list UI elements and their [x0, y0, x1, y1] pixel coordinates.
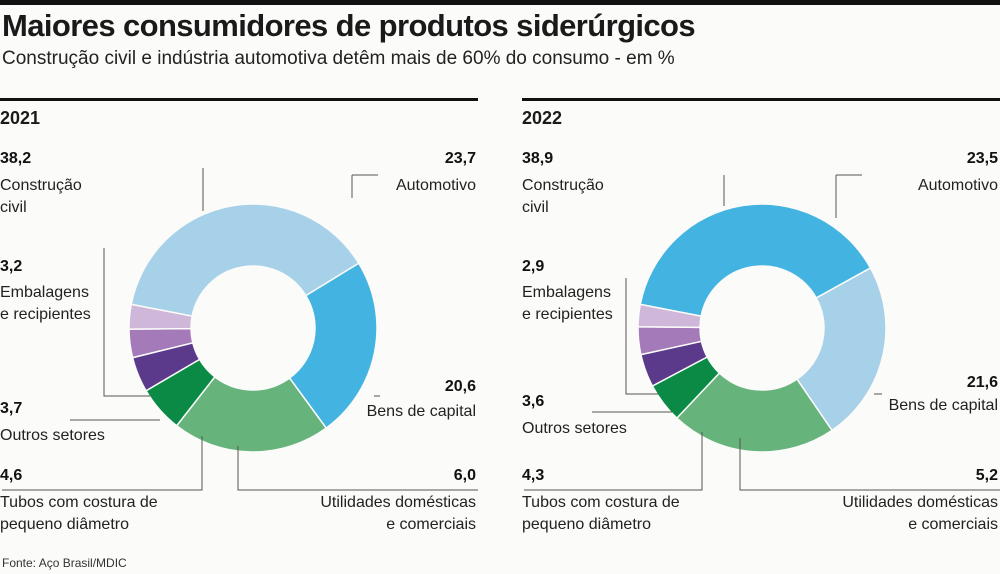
leader-line: [625, 278, 658, 395]
leader-line: [2, 436, 203, 491]
value-bens: 21,6: [966, 374, 998, 391]
panel-2022: 2022 38,9 Construção civil 23,5 Automoti…: [522, 98, 1000, 543]
donut-slice-construcao: [639, 203, 872, 318]
label-bens: Bens de capital: [366, 403, 476, 420]
chart-subtitle: Construção civil e indústria automotiva …: [2, 48, 675, 69]
donut-chart-2022: [524, 174, 1000, 491]
leader-line: [351, 174, 378, 198]
label-embalagens: Embalagens e recipientes: [0, 284, 91, 323]
value-embalagens: 2,9: [522, 258, 545, 275]
value-tubos: 4,3: [522, 467, 545, 484]
panel-2021: 2021 38,2 Construção civil 23,7 Automoti…: [0, 98, 478, 543]
label-outros: Outros setores: [522, 420, 627, 437]
leader-line: [103, 248, 150, 397]
donut-slice-automotivo: [288, 262, 378, 430]
donut-slice-bens: [175, 375, 328, 453]
value-automotivo: 23,5: [966, 150, 998, 167]
value-utilidades: 6,0: [453, 467, 476, 484]
source-note: Fonte: Aço Brasil/MDIC: [2, 556, 127, 570]
donut-chart-2021: [2, 168, 478, 491]
leader-line: [524, 432, 703, 491]
leader-line: [835, 174, 862, 218]
panel-rule: [0, 98, 478, 101]
label-automotivo: Automotivo: [917, 177, 998, 194]
label-utilidades: Utilidades domésticas e comerciais: [320, 494, 476, 533]
donut-slice-embalagens: [128, 303, 194, 330]
value-utilidades: 5,2: [975, 467, 998, 484]
panel-year: 2022: [522, 108, 563, 128]
donut-slice-bens: [675, 371, 834, 453]
panel-rule: [522, 98, 1000, 101]
donut-slice-embalagens: [637, 303, 703, 329]
value-outros: 3,7: [0, 400, 23, 417]
donut-slice-automotivo: [795, 266, 887, 432]
value-construcao: 38,2: [0, 150, 32, 167]
label-automotivo: Automotivo: [395, 177, 476, 194]
label-utilidades: Utilidades domésticas e comerciais: [842, 494, 998, 533]
label-tubos: Tubos com costura de pequeno diâmetro: [0, 494, 158, 533]
panel-year: 2021: [0, 108, 41, 128]
label-tubos: Tubos com costura de pequeno diâmetro: [522, 494, 680, 533]
leader-line: [237, 446, 478, 491]
donut-slice-construcao: [130, 203, 360, 318]
label-construcao: Construção civil: [0, 177, 82, 216]
value-automotivo: 23,7: [444, 150, 476, 167]
label-construcao: Construção civil: [522, 177, 604, 216]
value-embalagens: 3,2: [0, 258, 23, 275]
value-construcao: 38,9: [522, 150, 554, 167]
leader-line: [739, 438, 1000, 491]
value-tubos: 4,6: [0, 467, 23, 484]
label-embalagens: Embalagens e recipientes: [522, 284, 613, 323]
chart-title: Maiores consumidores de produtos siderúr…: [2, 8, 696, 43]
value-bens: 20,6: [444, 378, 476, 395]
label-bens: Bens de capital: [888, 397, 998, 414]
top-rule: [0, 0, 1000, 5]
label-outros: Outros setores: [0, 427, 105, 444]
value-outros: 3,6: [522, 393, 545, 410]
